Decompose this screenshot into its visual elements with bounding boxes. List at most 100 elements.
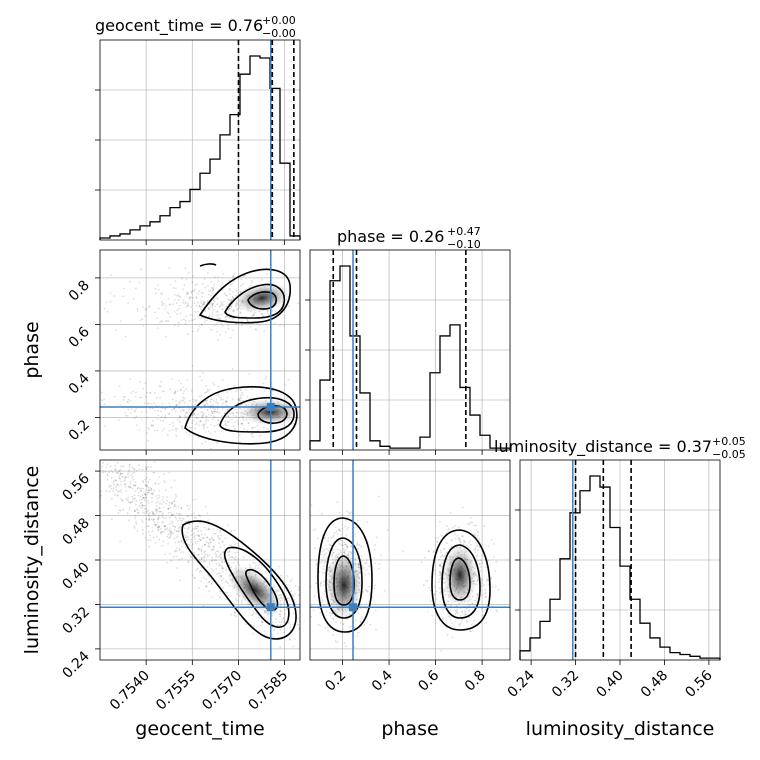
sample-point	[186, 293, 189, 296]
sample-point	[191, 547, 193, 549]
sample-point	[228, 551, 231, 553]
sample-point	[433, 549, 435, 552]
sample-point	[224, 420, 227, 423]
sample-point	[203, 392, 206, 394]
tick-label-y-phase: 0.8	[66, 277, 93, 304]
sample-point	[239, 311, 242, 314]
sample-point	[216, 322, 219, 324]
sample-point	[454, 610, 457, 612]
sample-point	[223, 544, 226, 546]
sample-point	[140, 501, 143, 504]
sample-point	[178, 401, 181, 403]
sample-point	[153, 513, 156, 516]
sample-point	[189, 399, 192, 402]
sample-point	[163, 524, 166, 527]
sample-point	[331, 612, 333, 615]
sample-point	[177, 513, 180, 516]
sample-point	[119, 404, 122, 406]
sample-point	[118, 469, 121, 472]
sample-point	[340, 539, 343, 542]
tick-label-x-luminosity_distance: 0.24	[505, 667, 538, 700]
sample-point	[195, 399, 198, 402]
sample-point	[173, 550, 176, 553]
sample-point	[470, 543, 472, 546]
sample-point	[283, 608, 286, 611]
title-phase-minus: −0.10	[447, 238, 481, 251]
sample-point	[228, 317, 231, 320]
sample-point	[208, 580, 211, 583]
sample-point	[180, 389, 183, 392]
sample-point	[122, 508, 124, 511]
sample-point	[234, 615, 237, 618]
sample-point	[124, 335, 127, 338]
sample-point	[228, 298, 231, 301]
sample-point	[226, 316, 229, 319]
sample-point	[332, 551, 335, 554]
sample-point	[152, 424, 155, 427]
sample-point	[153, 402, 155, 405]
sample-point	[157, 529, 159, 532]
sample-point	[138, 505, 141, 507]
sample-point	[141, 318, 144, 321]
sample-point	[242, 556, 245, 559]
sample-point	[231, 368, 234, 371]
sample-point	[237, 558, 240, 560]
sample-point	[462, 543, 465, 546]
sample-point	[262, 426, 265, 429]
sample-point	[189, 426, 191, 429]
sample-point	[73, 415, 75, 417]
sample-point	[273, 322, 276, 325]
sample-point	[170, 486, 173, 489]
sample-point	[476, 529, 478, 532]
sample-point	[135, 521, 138, 524]
sample-point	[227, 328, 230, 330]
sample-point	[128, 508, 130, 511]
sample-point	[102, 469, 105, 472]
sample-point	[154, 287, 157, 290]
sample-point	[241, 324, 243, 326]
sample-point	[110, 454, 112, 456]
sample-point	[468, 616, 471, 618]
sample-point	[197, 436, 200, 439]
sample-point	[310, 615, 313, 618]
sample-point	[266, 272, 268, 275]
sample-point	[280, 596, 282, 599]
sample-point	[195, 283, 198, 286]
sample-point	[366, 521, 369, 524]
sample-point	[134, 484, 137, 486]
sample-point	[196, 527, 198, 530]
sample-point	[297, 586, 300, 589]
sample-point	[222, 570, 224, 573]
sample-point	[477, 549, 479, 552]
sample-point	[160, 532, 162, 535]
sample-point	[108, 471, 111, 474]
sample-point	[236, 551, 239, 554]
sample-point	[226, 408, 229, 411]
sample-point	[450, 604, 452, 606]
sample-point	[185, 291, 188, 294]
sample-point	[358, 543, 360, 546]
sample-point	[466, 621, 469, 623]
sample-point	[340, 621, 342, 624]
sample-point	[131, 487, 134, 490]
sample-point	[208, 545, 211, 548]
sample-point	[246, 320, 249, 323]
sample-point	[149, 466, 152, 469]
sample-point	[199, 420, 202, 422]
sample-point	[180, 410, 182, 413]
sample-point	[191, 414, 194, 417]
sample-point	[256, 424, 259, 427]
sample-point	[195, 498, 197, 501]
sample-point	[169, 506, 172, 509]
sample-point	[211, 411, 213, 413]
sample-point	[155, 495, 157, 497]
sample-point	[231, 556, 234, 559]
sample-point	[209, 400, 212, 403]
sample-point	[216, 330, 219, 333]
sample-point	[200, 557, 203, 559]
sample-point	[222, 273, 225, 275]
sample-point	[327, 537, 330, 540]
sample-point	[282, 596, 285, 598]
sample-point	[475, 555, 478, 558]
sample-point	[232, 310, 235, 312]
